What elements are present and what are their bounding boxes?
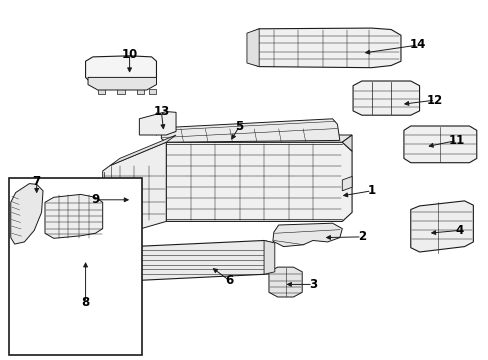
Polygon shape bbox=[410, 201, 472, 252]
Polygon shape bbox=[272, 223, 342, 247]
Text: 4: 4 bbox=[455, 224, 463, 237]
Polygon shape bbox=[81, 240, 273, 283]
Text: 1: 1 bbox=[367, 184, 375, 197]
Text: 6: 6 bbox=[225, 274, 233, 287]
Polygon shape bbox=[342, 135, 351, 151]
Polygon shape bbox=[352, 81, 419, 115]
Polygon shape bbox=[139, 112, 176, 135]
Text: 13: 13 bbox=[153, 105, 169, 118]
Text: 7: 7 bbox=[33, 175, 41, 188]
Polygon shape bbox=[45, 194, 102, 238]
Text: 14: 14 bbox=[409, 39, 426, 51]
Polygon shape bbox=[268, 267, 302, 297]
Polygon shape bbox=[403, 126, 476, 163]
Text: 11: 11 bbox=[448, 134, 465, 147]
Text: 10: 10 bbox=[121, 48, 138, 60]
Polygon shape bbox=[161, 119, 339, 142]
Text: 8: 8 bbox=[81, 296, 89, 309]
Polygon shape bbox=[137, 89, 144, 94]
Polygon shape bbox=[246, 29, 259, 67]
Text: 12: 12 bbox=[426, 94, 443, 107]
Bar bbox=[9, 178, 142, 355]
Polygon shape bbox=[85, 56, 156, 82]
Polygon shape bbox=[88, 77, 156, 90]
Text: 2: 2 bbox=[357, 230, 365, 243]
Text: 3: 3 bbox=[308, 278, 316, 291]
Polygon shape bbox=[110, 135, 176, 166]
Polygon shape bbox=[117, 89, 124, 94]
Polygon shape bbox=[11, 184, 43, 244]
Polygon shape bbox=[98, 89, 105, 94]
Polygon shape bbox=[149, 89, 156, 94]
Polygon shape bbox=[166, 142, 351, 221]
Polygon shape bbox=[342, 176, 351, 191]
Polygon shape bbox=[249, 28, 400, 68]
Text: 9: 9 bbox=[91, 193, 99, 206]
Polygon shape bbox=[264, 240, 274, 274]
Polygon shape bbox=[79, 248, 94, 283]
Polygon shape bbox=[102, 142, 166, 238]
Polygon shape bbox=[166, 135, 351, 142]
Text: 5: 5 bbox=[235, 120, 243, 132]
